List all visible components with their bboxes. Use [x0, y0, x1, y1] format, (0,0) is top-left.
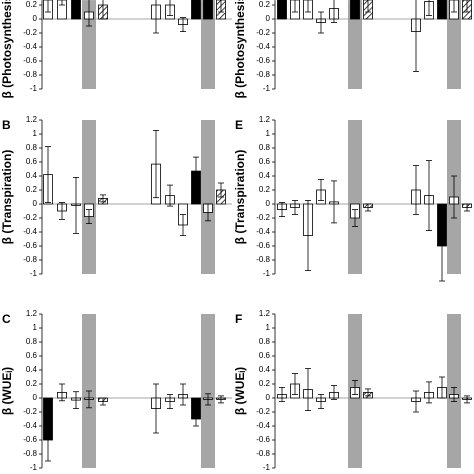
- y-tick-label: -0.4: [256, 227, 270, 236]
- highlight-band: [82, 120, 96, 274]
- y-tick-label: 0.2: [259, 379, 271, 388]
- bar: [277, 0, 287, 20]
- y-tick-label: -1: [30, 269, 38, 278]
- y-tick-label: -0.8: [23, 70, 37, 79]
- highlight-band: [348, 120, 362, 274]
- y-axis-label: β (WUEᵢ): [233, 367, 247, 415]
- bar: [437, 0, 447, 20]
- y-tick-label: 1.2: [259, 309, 271, 318]
- panel-letter: E: [235, 118, 243, 132]
- highlight-band: [201, 0, 215, 90]
- y-tick-label: -0.2: [23, 213, 37, 222]
- highlight-band: [201, 120, 215, 274]
- y-tick-label: -0.2: [256, 28, 270, 37]
- highlight-band: [348, 0, 362, 90]
- y-tick-label: -0.4: [256, 42, 270, 51]
- y-tick-label: 0.4: [26, 171, 38, 180]
- y-tick-label: 0.8: [26, 143, 38, 152]
- y-tick-label: 0.8: [259, 143, 271, 152]
- y-tick-label: 1.2: [26, 115, 38, 124]
- bar: [191, 0, 201, 20]
- y-tick-label: 1: [266, 129, 271, 138]
- y-tick-label: 0.4: [26, 365, 38, 374]
- y-tick-label: -0.4: [256, 421, 270, 430]
- bar: [350, 0, 360, 20]
- y-tick-label: -0.2: [23, 28, 37, 37]
- y-tick-label: -1: [30, 84, 38, 93]
- y-tick-label: 0: [33, 199, 38, 208]
- y-tick-label: -0.6: [256, 435, 270, 444]
- highlight-band: [201, 314, 215, 468]
- y-tick-label: 0.4: [259, 365, 271, 374]
- y-tick-label: 0.6: [259, 157, 271, 166]
- y-tick-label: 0.6: [26, 351, 38, 360]
- y-tick-label: -0.8: [23, 255, 37, 264]
- y-axis-label: β (WUEᵢ): [0, 367, 14, 415]
- y-tick-label: -0.6: [256, 56, 270, 65]
- y-tick-label: -1: [30, 463, 38, 472]
- highlight-band: [82, 0, 96, 90]
- y-tick-label: 0.8: [26, 337, 38, 346]
- y-tick-label: 1: [33, 129, 38, 138]
- y-tick-label: 0.2: [26, 185, 38, 194]
- bar: [57, 0, 67, 20]
- y-tick-label: -0.6: [23, 241, 37, 250]
- y-axis-label: β (Photosynthesis): [0, 0, 14, 99]
- y-tick-label: -1: [263, 463, 271, 472]
- panel-letter: B: [2, 118, 11, 132]
- y-tick-label: -1: [263, 84, 271, 93]
- y-tick-label: -1: [263, 269, 271, 278]
- y-tick-label: 0: [33, 393, 38, 402]
- y-tick-label: -0.2: [23, 407, 37, 416]
- y-tick-label: -0.6: [23, 435, 37, 444]
- y-tick-label: 0.2: [26, 379, 38, 388]
- bar: [71, 0, 81, 20]
- y-tick-label: 0.4: [259, 171, 271, 180]
- panel-letter: C: [2, 312, 11, 326]
- y-tick-label: -0.4: [23, 42, 37, 51]
- y-tick-label: -0.4: [23, 227, 37, 236]
- y-tick-label: 0.2: [26, 0, 38, 9]
- y-tick-label: 0.6: [26, 157, 38, 166]
- y-tick-label: 0.6: [259, 351, 271, 360]
- y-tick-label: 1: [266, 323, 271, 332]
- y-tick-label: -0.6: [256, 241, 270, 250]
- y-tick-label: -0.8: [256, 70, 270, 79]
- y-tick-label: -0.4: [23, 421, 37, 430]
- y-tick-label: 1.2: [259, 115, 271, 124]
- y-tick-label: 0: [33, 14, 38, 23]
- y-tick-label: 0: [266, 393, 271, 402]
- y-tick-label: -0.8: [256, 449, 270, 458]
- y-tick-label: 0.8: [259, 337, 271, 346]
- panel-letter: F: [235, 312, 242, 326]
- y-tick-label: -0.8: [256, 255, 270, 264]
- y-tick-label: -0.8: [23, 449, 37, 458]
- y-tick-label: 0: [266, 199, 271, 208]
- y-tick-label: -0.2: [256, 407, 270, 416]
- highlight-band: [447, 0, 461, 90]
- y-tick-label: 1.2: [26, 309, 38, 318]
- y-tick-label: 0.2: [259, 0, 271, 9]
- y-axis-label: β (Transpiration): [0, 150, 14, 245]
- y-tick-label: 0: [266, 14, 271, 23]
- y-tick-label: -0.2: [256, 213, 270, 222]
- y-axis-label: β (Photosynthesis): [233, 0, 247, 99]
- y-tick-label: 0.2: [259, 185, 271, 194]
- y-tick-label: -0.6: [23, 56, 37, 65]
- y-axis-label: β (Transpiration): [233, 150, 247, 245]
- y-tick-label: 1: [33, 323, 38, 332]
